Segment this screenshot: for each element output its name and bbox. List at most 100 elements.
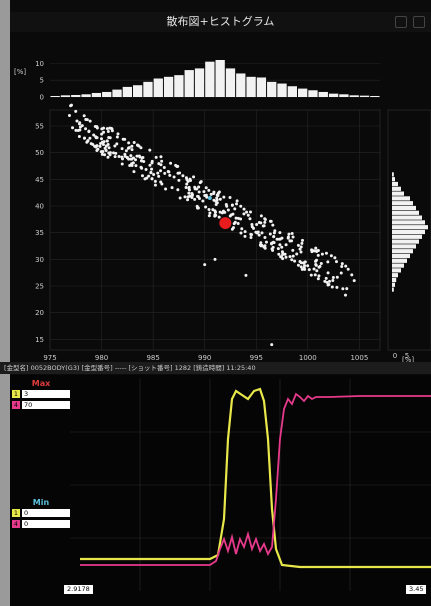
- top-hist-tick-0: 10: [35, 60, 44, 68]
- scatter-point: [203, 263, 207, 267]
- scatter-point: [262, 245, 266, 249]
- scatter-point: [239, 231, 243, 235]
- legend-max-value-2[interactable]: 70: [22, 401, 70, 409]
- scatter-point: [259, 241, 263, 245]
- scatter-point: [309, 273, 313, 277]
- scatter-point: [140, 174, 144, 178]
- scatter-point: [103, 153, 107, 157]
- scatter-point: [207, 214, 211, 218]
- scatter-point: [197, 190, 201, 194]
- title-icons: [395, 16, 425, 28]
- scatter-point: [291, 254, 295, 258]
- waveform-series-2: [80, 392, 431, 566]
- scatter-point: [153, 183, 157, 187]
- scatter-point: [302, 260, 306, 264]
- legend-min-title: Min: [32, 498, 50, 507]
- right-hist-bar: [392, 268, 401, 273]
- scatter-point: [162, 165, 166, 169]
- scatter-point: [252, 226, 256, 230]
- scatter-point: [164, 187, 168, 191]
- legend-min-value-2[interactable]: 0: [22, 520, 70, 528]
- legend-min: Min 1 0 4 0: [12, 498, 70, 529]
- top-histogram: [50, 60, 380, 97]
- scatter-point: [143, 177, 147, 181]
- scatter-point: [149, 170, 153, 174]
- waveform-series-1: [80, 387, 431, 569]
- legend-max-idx-2: 4: [12, 401, 20, 409]
- scatter-point: [226, 208, 230, 212]
- scatter-point: [120, 162, 124, 166]
- y-tick-6: 25: [35, 283, 44, 291]
- y-tick-1: 50: [35, 149, 44, 157]
- scatter-point: [313, 273, 317, 277]
- scatter-point: [129, 157, 133, 161]
- x-tick-5: 1000: [299, 354, 317, 362]
- top-hist-bar: [174, 75, 184, 97]
- scatter-point: [239, 217, 243, 221]
- window-icon-b[interactable]: [413, 16, 425, 28]
- scatter-point: [340, 265, 344, 269]
- scatter-point: [315, 269, 319, 273]
- scatter-point: [331, 276, 335, 280]
- scatter-point: [255, 231, 259, 235]
- scatter-point: [183, 195, 187, 199]
- legend-min-idx-1: 1: [12, 509, 20, 517]
- top-hist-bar: [318, 91, 328, 97]
- scatter-point: [186, 198, 190, 202]
- scatter-point: [127, 141, 131, 145]
- scatter-point: [116, 132, 120, 136]
- waveform-panel: Max 1 3 4 70 Min 1 0 4 0: [10, 375, 431, 606]
- scatter-point: [87, 129, 91, 133]
- scatter-point: [240, 227, 244, 231]
- scatter-point: [124, 149, 128, 153]
- scatter-point: [152, 172, 156, 176]
- right-hist-bar: [392, 249, 413, 254]
- scatter-point: [106, 129, 110, 133]
- scatter-point: [115, 135, 119, 139]
- right-hist-bar: [392, 225, 428, 230]
- selected-point-marker[interactable]: [219, 217, 232, 230]
- scatter-point: [207, 207, 211, 211]
- scatter-point: [291, 248, 295, 252]
- legend-max-value-1[interactable]: 3: [22, 390, 70, 398]
- scatter-point: [99, 141, 103, 145]
- scatter-point: [129, 154, 133, 158]
- legend-max: Max 1 3 4 70: [12, 379, 70, 410]
- window-icon-a[interactable]: [395, 16, 407, 28]
- scatter-point: [208, 211, 212, 215]
- right-hist-tick-0: 0: [393, 352, 397, 360]
- scatter-point: [187, 188, 191, 192]
- scatter-point: [156, 171, 160, 175]
- scatter-point: [234, 216, 238, 220]
- scatter-histogram-panel: 散布図+ヒストグラム [%] 10 5 0 55 50 45 40 35 30 25 20 15 9…: [10, 12, 431, 362]
- scatter-point: [217, 190, 221, 194]
- scatter-point: [159, 155, 163, 159]
- scatter-point: [128, 163, 132, 167]
- scatter-point: [290, 232, 294, 236]
- scatter-point: [217, 215, 221, 219]
- scatter-point: [326, 260, 330, 264]
- scatter-point: [71, 126, 75, 130]
- legend-min-value-1[interactable]: 0: [22, 509, 70, 517]
- scatter-point: [328, 279, 332, 283]
- top-hist-bar: [102, 91, 112, 97]
- scatter-point: [204, 186, 208, 190]
- top-hist-bar: [91, 92, 102, 97]
- waveform-grid: [70, 379, 431, 591]
- scatter-point: [137, 154, 141, 158]
- scatter-point: [107, 146, 111, 150]
- left-window-strip: [0, 0, 10, 606]
- scatter-point: [106, 155, 110, 159]
- scatter-point: [214, 213, 218, 217]
- scatter-point: [170, 186, 174, 190]
- scatter-point: [249, 236, 253, 240]
- scatter-point: [257, 233, 261, 237]
- scatter-point: [333, 256, 337, 260]
- scatter-point: [94, 136, 98, 140]
- scatter-point: [113, 155, 117, 159]
- legend-min-row-1: 1 0: [12, 508, 70, 518]
- scatter-point: [284, 243, 288, 247]
- scatter-point: [94, 145, 98, 149]
